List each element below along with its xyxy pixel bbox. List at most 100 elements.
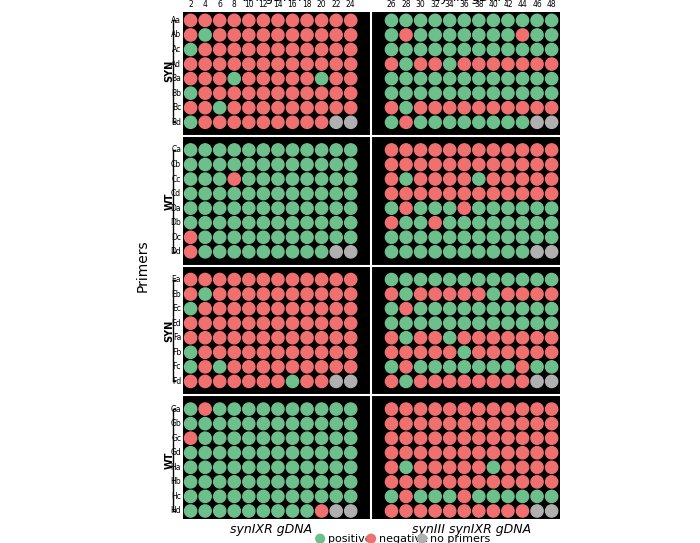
Circle shape [502, 102, 514, 114]
Text: 32: 32 [430, 1, 440, 9]
Circle shape [258, 187, 270, 200]
Circle shape [517, 461, 528, 473]
Circle shape [301, 231, 313, 243]
Circle shape [258, 43, 270, 55]
Circle shape [214, 43, 226, 55]
Circle shape [458, 43, 470, 55]
Circle shape [301, 29, 313, 41]
Circle shape [386, 288, 398, 300]
Circle shape [330, 187, 342, 200]
Circle shape [272, 288, 284, 300]
Circle shape [330, 418, 342, 430]
Circle shape [414, 116, 427, 128]
Circle shape [330, 332, 342, 344]
Circle shape [199, 490, 211, 502]
Circle shape [473, 144, 485, 156]
Circle shape [386, 461, 398, 473]
Circle shape [502, 202, 514, 214]
Text: Ga: Ga [171, 405, 181, 414]
Circle shape [414, 375, 427, 388]
Circle shape [199, 361, 211, 373]
Circle shape [414, 273, 427, 286]
Circle shape [458, 73, 470, 85]
Circle shape [258, 461, 270, 473]
Circle shape [386, 432, 398, 444]
Circle shape [316, 346, 328, 358]
Circle shape [444, 288, 456, 300]
Circle shape [473, 375, 485, 388]
Circle shape [301, 14, 313, 27]
Text: synIII synIXR gDNA: synIII synIXR gDNA [412, 522, 531, 535]
Circle shape [386, 29, 398, 41]
Circle shape [258, 159, 270, 171]
Circle shape [330, 231, 342, 243]
Circle shape [228, 461, 240, 473]
Circle shape [502, 505, 514, 517]
Circle shape [258, 476, 270, 488]
Text: 2: 2 [188, 1, 193, 9]
Circle shape [344, 461, 357, 473]
Circle shape [502, 144, 514, 156]
Circle shape [429, 116, 441, 128]
Circle shape [386, 202, 398, 214]
Text: Aa: Aa [171, 16, 181, 25]
Circle shape [414, 14, 427, 27]
Circle shape [185, 217, 197, 229]
Circle shape [458, 102, 470, 114]
Circle shape [531, 332, 543, 344]
Circle shape [531, 231, 543, 243]
Circle shape [517, 116, 528, 128]
Circle shape [414, 217, 427, 229]
Text: 20: 20 [317, 1, 326, 9]
Circle shape [258, 231, 270, 243]
Circle shape [545, 375, 558, 388]
Circle shape [228, 43, 240, 55]
Circle shape [272, 116, 284, 128]
Text: Fd: Fd [172, 377, 181, 386]
Circle shape [414, 29, 427, 41]
Circle shape [545, 302, 558, 315]
Circle shape [545, 476, 558, 488]
Circle shape [214, 447, 226, 459]
Circle shape [199, 403, 211, 415]
Circle shape [400, 447, 412, 459]
Circle shape [386, 332, 398, 344]
Circle shape [400, 217, 412, 229]
Circle shape [473, 246, 485, 258]
Circle shape [228, 73, 240, 85]
Circle shape [316, 102, 328, 114]
Circle shape [502, 116, 514, 128]
Circle shape [502, 43, 514, 55]
Circle shape [545, 418, 558, 430]
Circle shape [531, 173, 543, 185]
Circle shape [458, 202, 470, 214]
Circle shape [316, 403, 328, 415]
Circle shape [214, 432, 226, 444]
Circle shape [517, 476, 528, 488]
Circle shape [344, 432, 357, 444]
Circle shape [531, 505, 543, 517]
Circle shape [199, 432, 211, 444]
Circle shape [531, 14, 543, 27]
Circle shape [473, 447, 485, 459]
Circle shape [414, 302, 427, 315]
Circle shape [272, 418, 284, 430]
Circle shape [400, 317, 412, 329]
Text: 40: 40 [489, 1, 498, 9]
Circle shape [473, 173, 485, 185]
Circle shape [444, 144, 456, 156]
Circle shape [286, 246, 299, 258]
Circle shape [545, 217, 558, 229]
Circle shape [400, 361, 412, 373]
Circle shape [473, 490, 485, 502]
Text: Da: Da [171, 204, 181, 213]
Circle shape [185, 505, 197, 517]
Circle shape [502, 302, 514, 315]
Circle shape [400, 490, 412, 502]
Circle shape [344, 58, 357, 70]
Circle shape [531, 490, 543, 502]
Circle shape [531, 87, 543, 99]
Circle shape [272, 490, 284, 502]
Circle shape [414, 403, 427, 415]
Circle shape [458, 187, 470, 200]
